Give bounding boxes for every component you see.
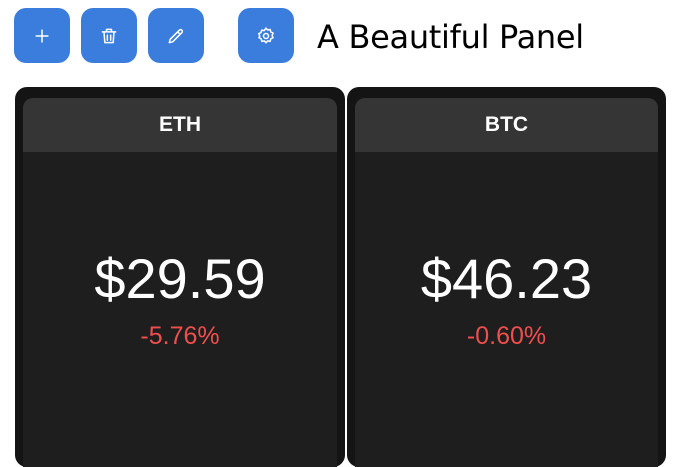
price-change: -0.60%	[466, 322, 547, 350]
card-header: BTC	[355, 98, 658, 152]
pencil-icon	[168, 28, 184, 43]
edit-button[interactable]	[148, 8, 204, 63]
page-title: A Beautiful Panel	[317, 18, 584, 56]
price-value: $29.59	[94, 247, 266, 310]
settings-button[interactable]	[238, 8, 294, 63]
trash-icon	[101, 28, 117, 43]
price-change: -5.76%	[140, 322, 220, 350]
ticker-card-eth: ETH $29.59 -5.76%	[15, 87, 345, 467]
ticker-card-btc: BTC $46.23 -0.60%	[347, 87, 666, 467]
gear-icon	[258, 26, 274, 43]
delete-button[interactable]	[81, 8, 137, 63]
card-header: ETH	[23, 98, 337, 152]
price-value: $46.23	[420, 247, 593, 310]
add-button[interactable]	[14, 8, 70, 63]
toolbar: A Beautiful Panel	[0, 0, 687, 70]
plus-icon	[35, 28, 49, 43]
